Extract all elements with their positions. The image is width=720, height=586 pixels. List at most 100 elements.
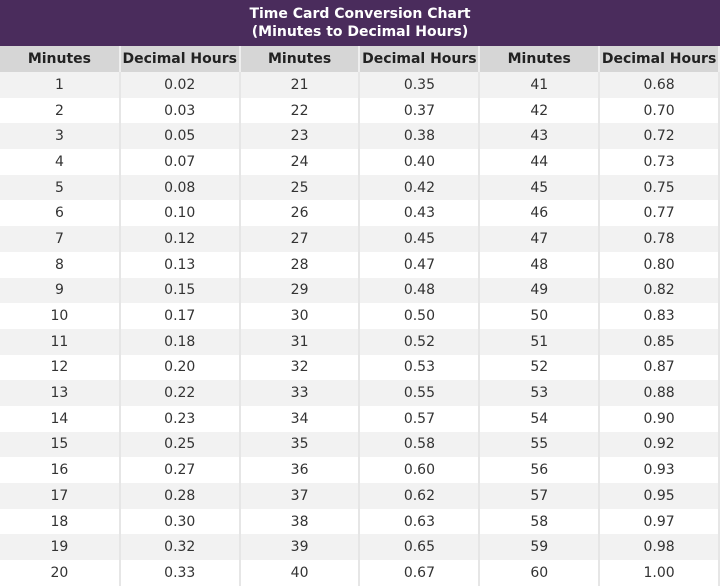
decimal-hours-cell: 0.35 — [359, 72, 481, 98]
minutes-cell: 41 — [479, 72, 601, 98]
decimal-hours-cell: 0.48 — [359, 277, 481, 304]
decimal-hours-cell: 0.22 — [119, 380, 241, 406]
decimal-hours-cell: 0.20 — [119, 354, 241, 381]
minutes-cell: 15 — [0, 431, 121, 458]
minutes-cell: 57 — [479, 483, 601, 509]
minutes-cell: 12 — [0, 354, 121, 381]
minutes-cell: 5 — [0, 174, 121, 201]
decimal-hours-cell: 0.18 — [119, 328, 241, 355]
decimal-hours-cell: 0.92 — [599, 431, 720, 458]
minutes-cell: 1 — [0, 72, 121, 98]
minutes-cell: 30 — [239, 303, 361, 329]
minutes-cell: 17 — [0, 483, 121, 509]
decimal-hours-cell: 0.43 — [359, 200, 481, 227]
decimal-hours-cell: 0.08 — [119, 174, 241, 201]
chart-title: Time Card Conversion Chart (Minutes to D… — [0, 0, 720, 46]
decimal-hours-cell: 0.93 — [599, 457, 720, 483]
column-header: Decimal Hours — [599, 46, 720, 72]
minutes-cell: 4 — [0, 149, 121, 175]
decimal-hours-cell: 0.55 — [359, 380, 481, 406]
minutes-cell: 7 — [0, 226, 121, 252]
decimal-hours-cell: 0.12 — [119, 226, 241, 252]
header-row: Minutes Decimal Hours Minutes Decimal Hours… — [0, 46, 720, 72]
minutes-cell: 27 — [239, 226, 361, 252]
column-header: Decimal Hours — [119, 46, 241, 72]
minutes-cell: 46 — [479, 200, 601, 227]
minutes-cell: 48 — [479, 251, 601, 278]
minutes-cell: 14 — [0, 405, 121, 432]
decimal-hours-cell: 0.50 — [359, 303, 481, 329]
minutes-cell: 19 — [0, 534, 121, 561]
decimal-hours-cell: 0.02 — [119, 72, 241, 98]
table-row: 16 0.27 36 0.60 56 0.93 — [0, 457, 720, 483]
table-row: 5 0.08 25 0.42 45 0.75 — [0, 174, 720, 201]
minutes-cell: 36 — [239, 457, 361, 483]
table-row: 13 0.22 33 0.55 53 0.88 — [0, 380, 720, 406]
decimal-hours-cell: 0.82 — [599, 277, 720, 304]
minutes-cell: 29 — [239, 277, 361, 304]
decimal-hours-cell: 1.00 — [599, 560, 720, 586]
table-row: 9 0.15 29 0.48 49 0.82 — [0, 277, 720, 304]
decimal-hours-cell: 0.07 — [119, 149, 241, 175]
table-row: 7 0.12 27 0.45 47 0.78 — [0, 226, 720, 252]
minutes-cell: 11 — [0, 328, 121, 355]
decimal-hours-cell: 0.63 — [359, 508, 481, 535]
decimal-hours-cell: 0.58 — [359, 431, 481, 458]
minutes-cell: 60 — [479, 560, 601, 586]
table-row: 2 0.03 22 0.37 42 0.70 — [0, 97, 720, 124]
minutes-cell: 42 — [479, 97, 601, 124]
table-row: 15 0.25 35 0.58 55 0.92 — [0, 431, 720, 458]
decimal-hours-cell: 0.25 — [119, 431, 241, 458]
minutes-cell: 9 — [0, 277, 121, 304]
decimal-hours-cell: 0.90 — [599, 405, 720, 432]
table-row: 12 0.20 32 0.53 52 0.87 — [0, 354, 720, 381]
conversion-table: Minutes Decimal Hours Minutes Decimal Hours… — [0, 46, 720, 586]
decimal-hours-cell: 0.15 — [119, 277, 241, 304]
title-line-1: Time Card Conversion Chart — [249, 6, 471, 22]
decimal-hours-cell: 0.53 — [359, 354, 481, 381]
minutes-cell: 50 — [479, 303, 601, 329]
decimal-hours-cell: 0.05 — [119, 123, 241, 150]
table-row: 6 0.10 26 0.43 46 0.77 — [0, 200, 720, 227]
minutes-cell: 56 — [479, 457, 601, 483]
decimal-hours-cell: 0.80 — [599, 251, 720, 278]
decimal-hours-cell: 0.45 — [359, 226, 481, 252]
minutes-cell: 23 — [239, 123, 361, 150]
decimal-hours-cell: 0.87 — [599, 354, 720, 381]
decimal-hours-cell: 0.42 — [359, 174, 481, 201]
decimal-hours-cell: 0.78 — [599, 226, 720, 252]
minutes-cell: 35 — [239, 431, 361, 458]
minutes-cell: 47 — [479, 226, 601, 252]
minutes-cell: 58 — [479, 508, 601, 535]
table-row: 8 0.13 28 0.47 48 0.80 — [0, 251, 720, 278]
minutes-cell: 8 — [0, 251, 121, 278]
decimal-hours-cell: 0.03 — [119, 97, 241, 124]
table-row: 18 0.30 38 0.63 58 0.97 — [0, 508, 720, 535]
minutes-cell: 52 — [479, 354, 601, 381]
minutes-cell: 32 — [239, 354, 361, 381]
minutes-cell: 53 — [479, 380, 601, 406]
minutes-cell: 54 — [479, 405, 601, 432]
decimal-hours-cell: 0.52 — [359, 328, 481, 355]
title-line-2: (Minutes to Decimal Hours) — [251, 24, 469, 40]
decimal-hours-cell: 0.40 — [359, 149, 481, 175]
column-header: Decimal Hours — [359, 46, 481, 72]
table-row: 3 0.05 23 0.38 43 0.72 — [0, 123, 720, 150]
minutes-cell: 10 — [0, 303, 121, 329]
decimal-hours-cell: 0.67 — [359, 560, 481, 586]
table-row: 19 0.32 39 0.65 59 0.98 — [0, 534, 720, 561]
decimal-hours-cell: 0.28 — [119, 483, 241, 509]
decimal-hours-cell: 0.73 — [599, 149, 720, 175]
minutes-cell: 31 — [239, 328, 361, 355]
minutes-cell: 44 — [479, 149, 601, 175]
decimal-hours-cell: 0.38 — [359, 123, 481, 150]
minutes-cell: 20 — [0, 560, 121, 586]
minutes-cell: 13 — [0, 380, 121, 406]
decimal-hours-cell: 0.47 — [359, 251, 481, 278]
table-row: 20 0.33 40 0.67 60 1.00 — [0, 560, 720, 586]
decimal-hours-cell: 0.27 — [119, 457, 241, 483]
decimal-hours-cell: 0.62 — [359, 483, 481, 509]
minutes-cell: 37 — [239, 483, 361, 509]
minutes-cell: 49 — [479, 277, 601, 304]
column-header: Minutes — [239, 46, 361, 72]
